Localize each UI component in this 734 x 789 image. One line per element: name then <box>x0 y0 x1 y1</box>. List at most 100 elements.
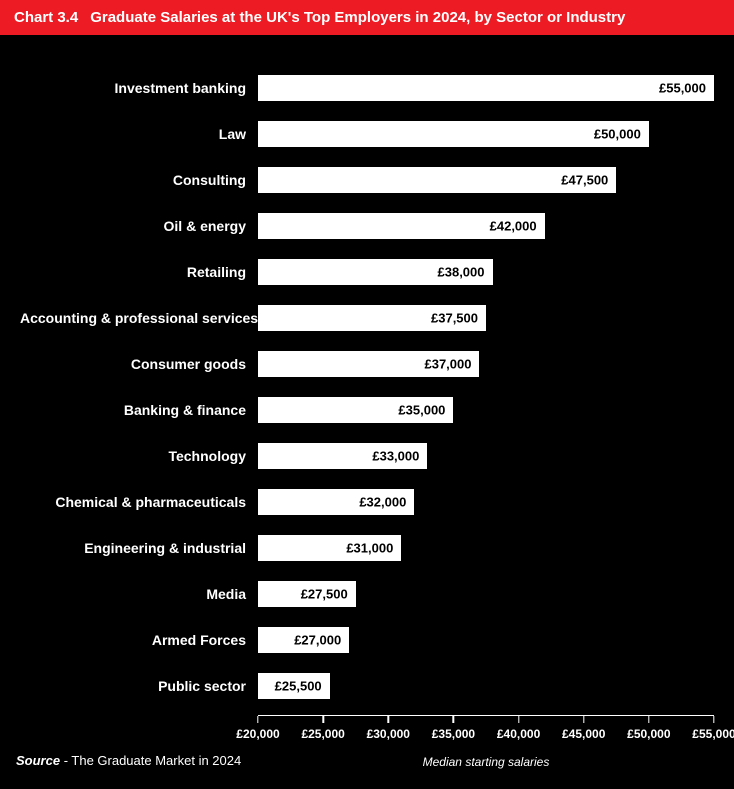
x-axis-line: £20,000£25,000£30,000£35,000£40,000£45,0… <box>258 715 714 755</box>
x-axis: £20,000 £25,000 £30,000 £35,000 £40,000 £45,0… <box>20 715 714 755</box>
x-tick: £35,000 <box>432 716 475 741</box>
bar-row: Chemical & pharmaceuticals £32,000 <box>20 479 714 525</box>
bar-row: Media £27,500 <box>20 571 714 617</box>
bar: £37,000 <box>258 351 479 377</box>
category-label: Law <box>20 126 258 142</box>
category-label: Engineering & industrial <box>20 540 258 556</box>
bar-wrap: £31,000 <box>258 535 714 561</box>
bar-row: Consumer goods £37,000 <box>20 341 714 387</box>
tick-mark <box>518 716 520 723</box>
category-label: Consulting <box>20 172 258 188</box>
x-tick: £55,000 <box>692 716 734 741</box>
tick-label: £35,000 <box>432 727 475 741</box>
bar: £50,000 <box>258 121 649 147</box>
x-tick: £30,000 <box>367 716 410 741</box>
tick-label: £20,000 <box>236 727 279 741</box>
bar-row: Oil & energy £42,000 <box>20 203 714 249</box>
bar-row: Banking & finance £35,000 <box>20 387 714 433</box>
bar-value-label: £27,500 <box>301 587 348 602</box>
category-label: Media <box>20 586 258 602</box>
x-tick: £50,000 <box>627 716 670 741</box>
bar-wrap: £27,500 <box>258 581 714 607</box>
bar-value-label: £33,000 <box>372 449 419 464</box>
bar: £25,500 <box>258 673 330 699</box>
tick-label: £25,000 <box>301 727 344 741</box>
tick-mark <box>257 716 259 723</box>
bar-wrap: £25,500 <box>258 673 714 699</box>
bar: £27,000 <box>258 627 349 653</box>
chart-area: Investment banking £55,000 Law £50,000 Consu… <box>0 35 734 789</box>
bar-value-label: £27,000 <box>294 633 341 648</box>
bar-wrap: £27,000 <box>258 627 714 653</box>
bar-value-label: £32,000 <box>359 495 406 510</box>
category-label: Accounting & professional services <box>20 310 258 326</box>
category-label: Consumer goods <box>20 356 258 372</box>
tick-label: £55,000 <box>692 727 734 741</box>
bar-value-label: £38,000 <box>438 265 485 280</box>
bar-wrap: £37,000 <box>258 351 714 377</box>
source-prefix: Source <box>16 753 60 768</box>
bar: £55,000 <box>258 75 714 101</box>
tick-label: £30,000 <box>367 727 410 741</box>
source-line: Source - The Graduate Market in 2024 <box>16 753 241 768</box>
tick-label: £45,000 <box>562 727 605 741</box>
bar: £38,000 <box>258 259 493 285</box>
bar-value-label: £25,500 <box>275 679 322 694</box>
bar-row: Technology £33,000 <box>20 433 714 479</box>
bar: £32,000 <box>258 489 414 515</box>
bar: £33,000 <box>258 443 427 469</box>
bar-row: Public sector £25,500 <box>20 663 714 709</box>
x-tick: £25,000 <box>301 716 344 741</box>
bar-row: Engineering & industrial £31,000 <box>20 525 714 571</box>
x-tick: £40,000 <box>497 716 540 741</box>
bar-container: Investment banking £55,000 Law £50,000 Consu… <box>20 65 714 709</box>
bar-value-label: £35,000 <box>398 403 445 418</box>
category-label: Chemical & pharmaceuticals <box>20 494 258 510</box>
bar-row: Armed Forces £27,000 <box>20 617 714 663</box>
chart-header: Chart 3.4 Graduate Salaries at the UK's … <box>0 0 734 35</box>
category-label: Retailing <box>20 264 258 280</box>
x-tick: £45,000 <box>562 716 605 741</box>
bar-wrap: £42,000 <box>258 213 714 239</box>
bar-wrap: £50,000 <box>258 121 714 147</box>
bar-wrap: £55,000 <box>258 75 714 101</box>
bar: £42,000 <box>258 213 545 239</box>
category-label: Armed Forces <box>20 632 258 648</box>
bar-value-label: £37,000 <box>424 357 471 372</box>
bar: £47,500 <box>258 167 616 193</box>
bar-value-label: £55,000 <box>659 81 706 96</box>
bar-wrap: £47,500 <box>258 167 714 193</box>
bar-wrap: £33,000 <box>258 443 714 469</box>
bar-row: Retailing £38,000 <box>20 249 714 295</box>
source-text: - The Graduate Market in 2024 <box>60 753 241 768</box>
bar-wrap: £37,500 <box>258 305 714 331</box>
bar-value-label: £37,500 <box>431 311 478 326</box>
bar-value-label: £50,000 <box>594 127 641 142</box>
bar-wrap: £35,000 <box>258 397 714 423</box>
bar-value-label: £42,000 <box>490 219 537 234</box>
bar-wrap: £32,000 <box>258 489 714 515</box>
bar-wrap: £38,000 <box>258 259 714 285</box>
tick-mark <box>648 716 650 723</box>
x-tick: £20,000 <box>236 716 279 741</box>
bar: £27,500 <box>258 581 356 607</box>
tick-mark <box>453 716 455 723</box>
tick-label: £50,000 <box>627 727 670 741</box>
chart-title: Graduate Salaries at the UK's Top Employ… <box>90 9 625 26</box>
bar-row: Law £50,000 <box>20 111 714 157</box>
bar-row: Consulting £47,500 <box>20 157 714 203</box>
category-label: Technology <box>20 448 258 464</box>
bar: £31,000 <box>258 535 401 561</box>
category-label: Investment banking <box>20 80 258 96</box>
tick-label: £40,000 <box>497 727 540 741</box>
category-label: Oil & energy <box>20 218 258 234</box>
bar-value-label: £47,500 <box>561 173 608 188</box>
bar: £37,500 <box>258 305 486 331</box>
category-label: Public sector <box>20 678 258 694</box>
bar-value-label: £31,000 <box>346 541 393 556</box>
chart-number: Chart 3.4 <box>14 9 78 26</box>
tick-mark <box>583 716 585 723</box>
tick-mark <box>322 716 324 723</box>
category-label: Banking & finance <box>20 402 258 418</box>
bar: £35,000 <box>258 397 453 423</box>
